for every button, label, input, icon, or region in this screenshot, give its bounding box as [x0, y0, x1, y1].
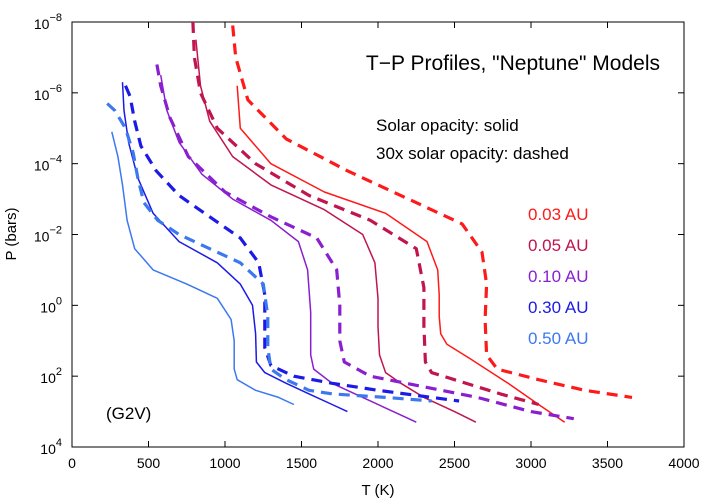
legend-entry: 0.10 AU [528, 267, 589, 286]
series-line-7-dashed [191, 21, 540, 407]
plot-frame [71, 21, 685, 448]
series-line-8-dashed [155, 64, 575, 421]
note-solar: Solar opacity: solid [376, 116, 519, 135]
legend-entry: 0.03 AU [528, 205, 589, 224]
y-tick-label: 104 [40, 437, 62, 457]
annotation-g2v: (G2V) [106, 404, 151, 423]
x-tick-label: 1000 [209, 455, 240, 471]
y-tick-label: 102 [40, 366, 62, 386]
x-tick-label: 1500 [286, 455, 317, 471]
note-30x: 30x solar opacity: dashed [376, 144, 569, 163]
y-axis-title: P (bars) [3, 207, 20, 260]
legend-entry: 0.05 AU [528, 236, 589, 255]
x-tick-label: 3000 [515, 455, 546, 471]
series-line-5-solid [111, 131, 295, 406]
y-tick-label: 10−2 [34, 225, 62, 245]
x-tick-label: 2500 [439, 455, 470, 471]
series-line-10-dashed [106, 102, 432, 403]
y-tick-label: 10−4 [34, 154, 62, 174]
x-axis-title: T (K) [361, 482, 394, 499]
x-tick-label: 2000 [362, 455, 393, 471]
x-tick-label: 500 [137, 455, 161, 471]
series-line-2-solid [195, 39, 477, 423]
x-tick-label: 0 [68, 455, 76, 471]
legend-entry: 0.30 AU [528, 298, 589, 317]
x-tick-label: 4000 [668, 455, 699, 471]
y-tick-label: 10−6 [34, 83, 62, 103]
series-line-6-dashed [231, 25, 633, 399]
series-line-9-dashed [124, 85, 460, 403]
y-tick-label: 100 [40, 295, 62, 315]
y-tick-label: 10−8 [34, 12, 62, 32]
series-line-1-solid [236, 85, 566, 423]
x-tick-label: 3500 [592, 455, 623, 471]
legend-entry: 0.50 AU [528, 329, 589, 348]
chart-title: T−P Profiles, "Neptune" Models [366, 52, 660, 75]
